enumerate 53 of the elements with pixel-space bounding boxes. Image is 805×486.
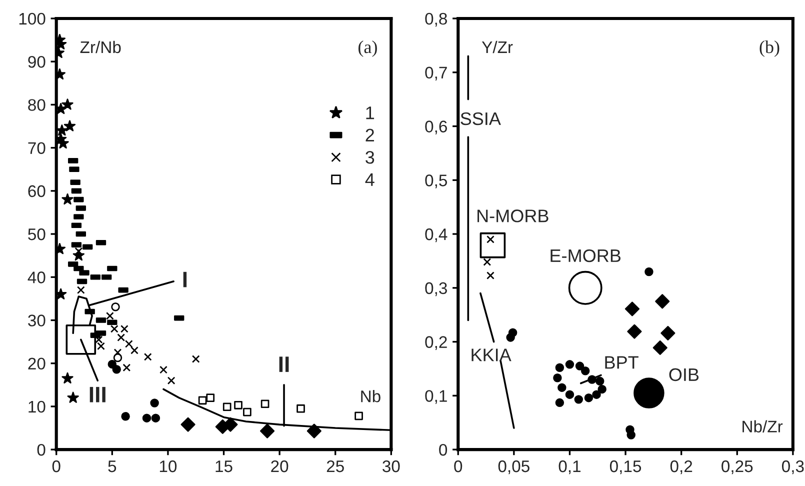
legend-label: 1 [366, 106, 374, 120]
x-tick-label: 0,15 [610, 460, 642, 474]
y-tick-label: 0 [439, 444, 448, 456]
y-tick-label: 0,8 [425, 12, 447, 27]
y-tick-label: 0,4 [425, 228, 448, 242]
y-tick-label: 80 [28, 99, 46, 111]
y-tick-label: 30 [28, 314, 46, 326]
legend-label: 2 [366, 128, 374, 142]
text: (b) [760, 40, 780, 57]
x-tick-label: 10 [160, 460, 177, 472]
x-tick-label: 30 [382, 460, 400, 472]
text: (a) [358, 40, 377, 57]
y-tick-label: 40 [28, 272, 46, 284]
y-axis-title: Y/Zr [482, 40, 513, 54]
annotation: SSIA [460, 112, 501, 126]
y-tick-label: 90 [28, 56, 46, 68]
x-axis-title: Nb [361, 390, 380, 402]
annotation: III [90, 386, 106, 402]
annotation: KKIA [472, 348, 512, 362]
y-tick-label: 100 [19, 12, 46, 25]
annotation: E-MORB [550, 249, 621, 262]
y-tick-label: 60 [28, 185, 46, 198]
x-tick-label: 0,25 [722, 460, 753, 474]
y-tick-label: 20 [28, 358, 46, 370]
x-tick-label: 25 [326, 460, 344, 472]
y-tick-label: 0,2 [425, 336, 447, 350]
y-axis-title: Zr/Nb [80, 40, 121, 54]
x-tick-label: 0 [454, 460, 462, 472]
x-tick-label: 20 [271, 460, 288, 472]
x-tick-label: 0 [52, 460, 60, 472]
x-tick-label: 0,05 [498, 460, 530, 474]
x-tick-label: 0,3 [782, 460, 804, 474]
annotation: BPT [605, 356, 638, 369]
y-tick-label: 70 [28, 142, 46, 154]
x-tick-label: 5 [108, 460, 116, 472]
legend-label: 4 [365, 173, 374, 186]
annotation: I [183, 272, 187, 288]
y-tick-label: 0,6 [425, 120, 447, 134]
annotation: OIB [669, 368, 699, 382]
y-tick-label: 0,1 [425, 390, 447, 404]
x-tick-label: 0,2 [670, 460, 692, 474]
y-tick-label: 50 [28, 228, 46, 240]
y-tick-label: 0,5 [425, 174, 448, 188]
annotation: N-MORB [478, 210, 548, 222]
x-tick-label: 15 [216, 460, 232, 472]
y-tick-label: 0,3 [425, 282, 447, 296]
x-tick-label: 0,1 [558, 460, 580, 474]
y-tick-label: 0 [37, 444, 46, 456]
y-tick-label: 0,7 [425, 66, 447, 81]
annotation: II [279, 356, 289, 372]
x-axis-title: Nb/Zr [742, 420, 783, 432]
legend-label: 3 [366, 150, 374, 164]
y-tick-label: 10 [28, 400, 46, 413]
